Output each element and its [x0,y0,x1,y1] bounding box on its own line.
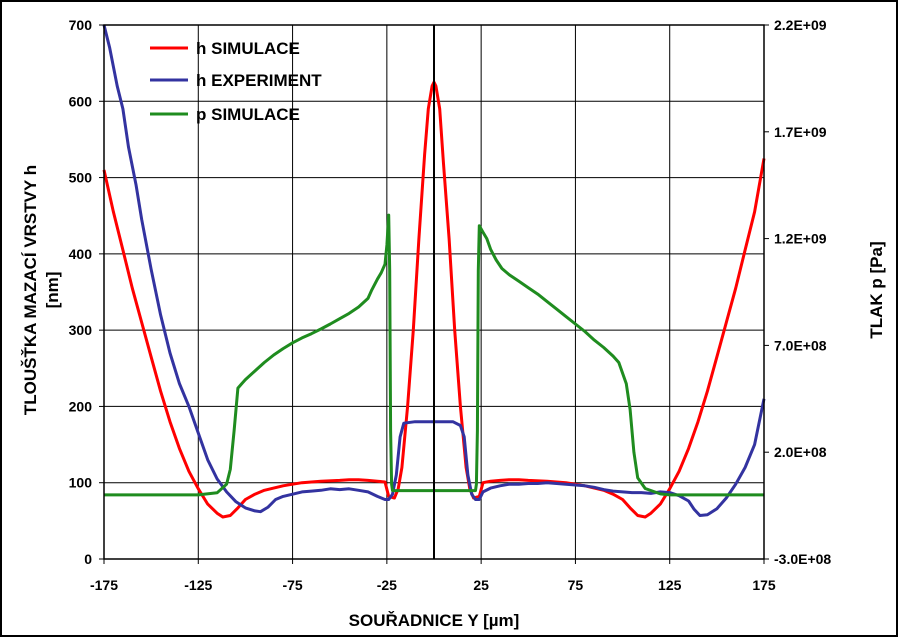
axes [99,24,769,564]
legend: h SIMULACE h EXPERIMENT p SIMULACE [150,39,322,124]
legend-label-h-experiment: h EXPERIMENT [196,71,322,90]
x-tick-label: 75 [568,577,584,593]
y2-tick-label: 2.0E+08 [774,444,827,460]
x-tick-label: -175 [90,577,118,593]
x-tick-label: 175 [752,577,776,593]
y2-tick-label: -3.0E+08 [774,551,831,567]
y-tick-label: 300 [69,322,93,338]
y-tick-label: 500 [69,170,93,186]
legend-label-p-simulace: p SIMULACE [196,105,300,124]
y-tick-label: 700 [69,17,93,33]
y2-tick-label: 2.2E+09 [774,17,827,33]
y-tick-label: 200 [69,398,93,414]
y2-axis-title: TLAK p [Pa] [867,241,886,338]
x-tick-label: -125 [184,577,212,593]
x-tick-label: -25 [377,577,397,593]
series-line-1 [102,24,766,517]
y-axis-title-unit: [nm] [43,272,62,309]
x-tick-label: -75 [282,577,302,593]
y-tick-label: 400 [69,246,93,262]
y2-tick-label: 7.0E+08 [774,337,827,353]
tick-labels: 0 100 200 300 400 500 600 700 -175 -125 -75 -25 25 75… [69,17,832,593]
y2-tick-label: 1.2E+09 [774,231,827,247]
y-tick-label: 100 [69,475,93,491]
x-tick-label: 25 [473,577,489,593]
y-tick-label: 0 [84,551,92,567]
y2-tick-label: 1.7E+09 [774,124,827,140]
y-tick-label: 600 [69,93,93,109]
y-axis-title: TLOUŠŤKA MAZACÍ VRSTVY h [21,165,40,415]
legend-label-h-simulace: h SIMULACE [196,39,300,58]
x-tick-label: 125 [658,577,682,593]
x-axis-title: SOUŘADNICE Y [µm] [349,611,520,630]
